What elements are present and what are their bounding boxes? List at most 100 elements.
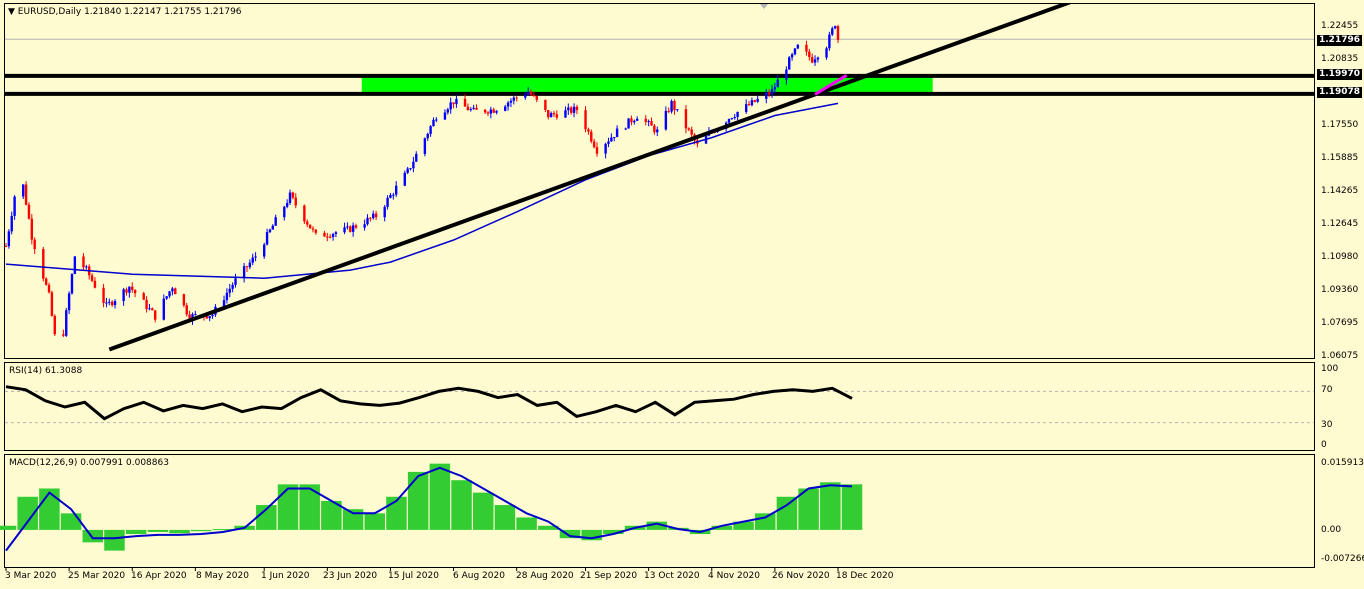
dropdown-triangle-icon[interactable]: ▼ bbox=[8, 7, 15, 17]
macd-histogram-bar bbox=[212, 529, 234, 531]
moving-average-line bbox=[5, 102, 839, 279]
bull-candle bbox=[776, 79, 779, 88]
bear-candle bbox=[555, 114, 559, 118]
bull-candle bbox=[67, 293, 71, 311]
bull-candle bbox=[383, 206, 386, 218]
bull-candle bbox=[148, 308, 151, 310]
bull-candle bbox=[788, 57, 791, 70]
symbol-label: EURUSD,Daily bbox=[17, 7, 82, 17]
bull-candle bbox=[334, 232, 338, 234]
bull-candle bbox=[607, 141, 610, 144]
macd-histogram-bar bbox=[646, 521, 668, 530]
bull-candle bbox=[676, 109, 679, 111]
bull-candle bbox=[263, 244, 266, 257]
macd-histogram-bar bbox=[60, 513, 82, 530]
bear-candle bbox=[188, 314, 191, 321]
bear-candle bbox=[687, 128, 691, 130]
bull-candle bbox=[615, 128, 619, 138]
bull-candle bbox=[495, 110, 498, 113]
bull-candle bbox=[363, 224, 366, 228]
bull-candle bbox=[13, 196, 16, 216]
bear-candle bbox=[535, 96, 538, 100]
macd-histogram-bar bbox=[321, 500, 342, 530]
bear-candle bbox=[587, 129, 590, 132]
bear-candle bbox=[182, 294, 186, 306]
bull-candle bbox=[208, 316, 211, 319]
date-tick: 1 Jun 2020 bbox=[261, 571, 310, 581]
macd-level: 0.00 bbox=[1321, 525, 1342, 535]
bull-candle bbox=[22, 184, 25, 197]
price-pane[interactable] bbox=[4, 3, 1315, 359]
bear-candle bbox=[452, 102, 455, 105]
bull-candle bbox=[386, 197, 389, 207]
bull-candle bbox=[793, 48, 797, 55]
bull-candle bbox=[512, 97, 516, 101]
bear-candle bbox=[552, 113, 556, 115]
macd-histogram-bar bbox=[407, 471, 429, 530]
bull-candle bbox=[65, 310, 68, 336]
bull-candle bbox=[572, 106, 576, 113]
date-tick: 13 Oct 2020 bbox=[644, 571, 700, 581]
macd-histogram-bar bbox=[820, 482, 841, 530]
bull-candle bbox=[412, 161, 415, 169]
trendline bbox=[108, 4, 1072, 352]
price-tick: 1.14265 bbox=[1321, 186, 1359, 196]
bear-candle bbox=[323, 232, 326, 237]
bear-candle bbox=[133, 289, 137, 294]
macd-histogram-bar bbox=[342, 509, 364, 530]
macd-histogram-bar bbox=[277, 484, 299, 530]
macd-histogram-bar bbox=[754, 513, 776, 530]
bear-candle bbox=[308, 224, 312, 229]
bull-candle bbox=[627, 118, 630, 129]
bear-candle bbox=[185, 305, 188, 315]
bear-candle bbox=[90, 275, 94, 281]
bull-candle bbox=[733, 117, 736, 119]
bear-candle bbox=[153, 310, 157, 320]
bull-candle bbox=[351, 225, 355, 232]
bull-candle bbox=[70, 273, 74, 294]
bull-candle bbox=[403, 172, 406, 186]
bear-candle bbox=[369, 217, 372, 219]
bull-candle bbox=[813, 59, 817, 63]
bear-candle bbox=[24, 184, 28, 205]
bear-candle bbox=[174, 288, 177, 295]
bull-candle bbox=[288, 192, 292, 203]
bull-candle bbox=[796, 44, 800, 49]
bull-candle bbox=[489, 109, 493, 114]
bull-candle bbox=[504, 106, 507, 111]
bull-candle bbox=[7, 231, 11, 247]
macd-histogram-bar bbox=[39, 488, 60, 530]
bull-candle bbox=[469, 108, 472, 111]
bull-candle bbox=[346, 226, 349, 228]
bull-candle bbox=[128, 286, 131, 293]
macd-pane[interactable] bbox=[4, 454, 1315, 568]
price-tick: 1.12645 bbox=[1321, 219, 1359, 229]
bear-candle bbox=[810, 57, 814, 63]
bull-candle bbox=[750, 100, 754, 106]
bear-candle bbox=[590, 131, 593, 142]
bear-candle bbox=[544, 99, 547, 110]
bull-candle bbox=[228, 288, 231, 293]
bull-candle bbox=[765, 92, 768, 99]
bull-candle bbox=[389, 194, 392, 198]
date-tick: 8 May 2020 bbox=[196, 571, 249, 581]
macd-histogram-bar bbox=[169, 529, 190, 534]
bull-candle bbox=[225, 292, 229, 301]
bear-candle bbox=[294, 197, 297, 206]
bull-candle bbox=[426, 133, 429, 139]
bear-candle bbox=[653, 125, 656, 133]
macd-level: 0.015913 bbox=[1321, 458, 1364, 468]
bull-candle bbox=[831, 28, 834, 35]
macd-histogram-bar bbox=[82, 529, 104, 543]
bull-candle bbox=[472, 107, 475, 109]
bear-candle bbox=[306, 221, 309, 225]
bull-candle bbox=[105, 302, 108, 304]
bull-candle bbox=[211, 314, 214, 317]
bear-candle bbox=[245, 266, 249, 268]
bear-candle bbox=[142, 293, 145, 300]
bull-candle bbox=[790, 54, 794, 58]
macd-histogram-bar bbox=[711, 525, 733, 530]
bear-candle bbox=[569, 107, 573, 113]
bear-candle bbox=[349, 226, 352, 232]
bull-candle bbox=[833, 26, 837, 29]
